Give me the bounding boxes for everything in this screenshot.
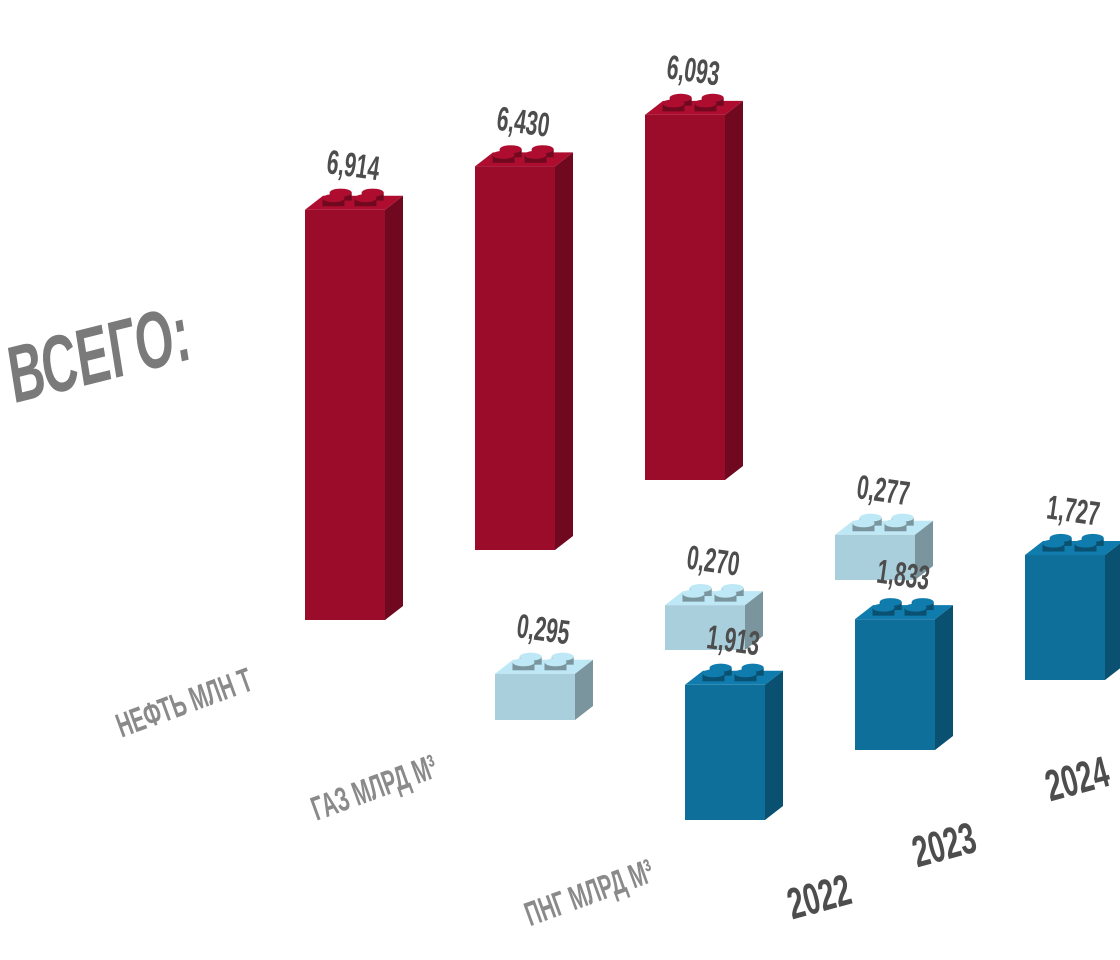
stud [1074,539,1097,548]
stud [544,658,567,667]
brick [645,93,743,480]
value-label: 6,093 [665,47,723,92]
brick [835,513,933,580]
stud [734,669,757,678]
brick-side [1105,543,1120,680]
bar [1025,555,1105,680]
brick [475,145,573,550]
brick [855,598,953,750]
brick-side [765,670,783,820]
stud [904,603,927,612]
bar [665,605,745,650]
value-label: 1,833 [875,551,933,596]
brick-side [745,591,763,650]
stud [512,658,535,667]
category-label: 2022 [782,864,856,929]
value-label: 1,913 [705,617,763,662]
value-label: 1,727 [1045,487,1103,532]
stud [702,669,725,678]
bar [835,534,915,580]
stud [354,194,377,203]
stud [682,589,705,598]
stud [852,519,875,528]
stud [872,603,895,612]
value-label: 0,277 [855,467,913,512]
stud [492,150,515,159]
brick [665,584,763,650]
bar [305,209,385,621]
bar [855,619,935,750]
brick-side [725,100,743,480]
brick-side [385,195,403,621]
brick-side [935,605,953,750]
category-label: 2023 [907,812,981,877]
category-label: 2024 [1040,746,1115,811]
bar [495,673,575,720]
series-label: ГАЗ МЛРД М³ [306,748,442,828]
value-label: 6,430 [495,99,553,144]
stud [694,99,717,108]
brick-side [575,659,593,720]
stud [1042,539,1065,548]
bar [475,166,555,550]
stud [524,150,547,159]
stud [884,519,907,528]
chart-title: ВСЕГО: [2,288,196,421]
brick [1025,533,1120,680]
brick [495,652,593,720]
stud [322,194,345,203]
series-label: ПНГ МЛРД М³ [520,852,659,933]
bar [645,114,725,480]
brick [685,663,783,820]
value-label: 0,295 [515,606,573,651]
stud [662,99,685,108]
value-label: 6,914 [325,142,383,187]
brick-top [1025,541,1120,556]
brick [305,188,403,621]
brick-side [915,520,933,580]
value-label: 0,270 [685,537,743,582]
series-label: НЕФТЬ МЛН Т [111,661,257,745]
stud [714,589,737,598]
bar [685,684,765,820]
brick-side [555,152,573,550]
